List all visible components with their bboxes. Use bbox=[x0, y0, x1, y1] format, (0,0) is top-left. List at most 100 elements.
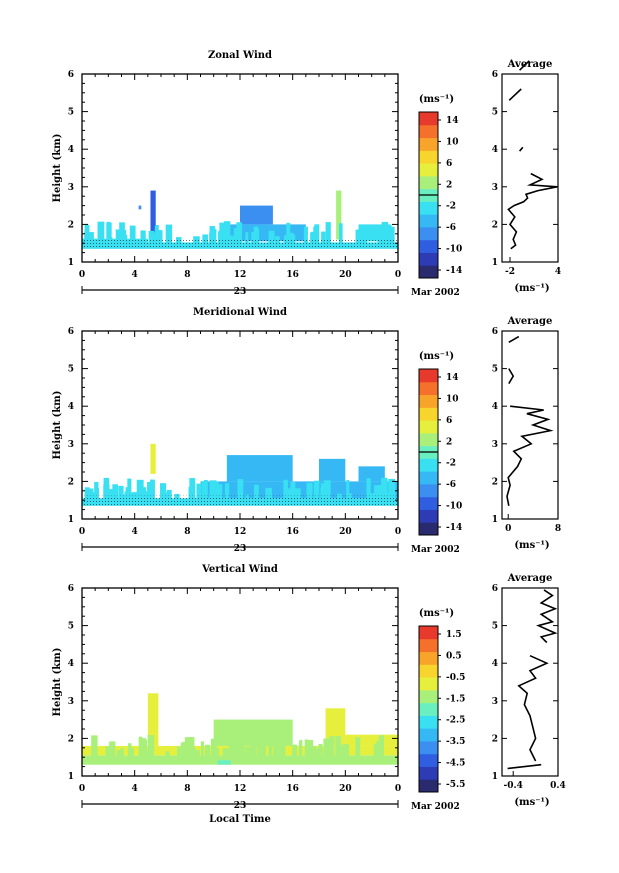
y-tick-label: 4 bbox=[492, 659, 498, 669]
colorbar-tick-label: 2 bbox=[446, 437, 452, 447]
colorbar-swatch bbox=[419, 407, 438, 421]
colorbar-tick-label: -6 bbox=[446, 480, 456, 490]
colorbar-tick-label: -5.5 bbox=[446, 780, 465, 790]
x-tick-label: 8 bbox=[184, 527, 190, 537]
heatmap-cell bbox=[109, 741, 116, 758]
y-tick-label: 2 bbox=[492, 734, 498, 744]
heatmap-cell bbox=[242, 751, 248, 758]
x-tick-label: -2 bbox=[505, 267, 515, 277]
heatmap-cell bbox=[388, 226, 393, 244]
heatmap-cell bbox=[373, 743, 378, 758]
heatmap-cell bbox=[150, 190, 156, 240]
heatmap-field bbox=[82, 190, 398, 249]
average-title: Average bbox=[507, 316, 553, 327]
colorbar-swatch bbox=[419, 740, 438, 755]
heatmap-cell bbox=[283, 479, 288, 501]
colorbar-unit: (ms⁻¹) bbox=[419, 351, 454, 362]
y-tick-label: 3 bbox=[68, 440, 74, 450]
colorbar-tick-label: 6 bbox=[446, 159, 452, 169]
colorbar-tick-label: 14 bbox=[446, 116, 459, 126]
heatmap-cell bbox=[120, 748, 124, 758]
y-tick-label: 5 bbox=[492, 108, 498, 118]
colorbar-swatch bbox=[419, 239, 438, 253]
date-day-label: 23 bbox=[234, 544, 247, 554]
heatmap-cell bbox=[204, 484, 208, 501]
colorbar-swatch bbox=[419, 175, 438, 190]
heatmap-cell bbox=[306, 482, 313, 501]
x-tick-label: 0 bbox=[79, 270, 85, 280]
x-tick-label: 20 bbox=[339, 784, 352, 794]
heatmap-cell bbox=[378, 228, 383, 244]
colorbar-swatch bbox=[419, 394, 438, 408]
colorbar-swatch bbox=[419, 163, 438, 177]
average-profile-line bbox=[508, 335, 520, 343]
heatmap-cell bbox=[127, 478, 132, 501]
colorbar-swatch bbox=[419, 252, 438, 266]
colorbar-swatch bbox=[419, 509, 438, 523]
colorbar: 1.5 0.5 -0.5 -1.5 -2.5 -3.5 -4.5 -5.5 bbox=[418, 625, 465, 793]
heatmap-cell bbox=[136, 479, 144, 501]
y-tick-label: 3 bbox=[68, 697, 74, 707]
heatmap-cell bbox=[103, 477, 110, 501]
heatmap-cell bbox=[303, 226, 308, 244]
heatmap-cell bbox=[226, 455, 293, 482]
colorbar-swatch bbox=[419, 677, 438, 691]
colorbar: 14 10 6 2 -2 -6 -10 -14 bbox=[418, 368, 462, 536]
heatmap-cell bbox=[91, 735, 98, 758]
heatmap-cell bbox=[118, 485, 124, 501]
heatmap-cell bbox=[238, 735, 245, 758]
heatmap-cell bbox=[112, 484, 119, 501]
y-tick-label: 5 bbox=[492, 365, 498, 375]
average-profile-line bbox=[507, 763, 542, 770]
heatmap-cell bbox=[184, 737, 192, 758]
heatmap-cell bbox=[286, 222, 291, 244]
y-tick-label: 3 bbox=[492, 183, 498, 193]
heatmap-cell bbox=[362, 228, 368, 244]
x-tick-label: 4 bbox=[132, 784, 138, 794]
x-axis-label: Local Time bbox=[209, 814, 271, 825]
heatmap-cell bbox=[229, 744, 233, 758]
colorbar-tick-label: -10 bbox=[446, 502, 462, 512]
colorbar-tick-label: -2 bbox=[446, 459, 456, 469]
heatmap-cell bbox=[177, 746, 181, 758]
heatmap-cell bbox=[147, 482, 153, 501]
colorbar-swatch bbox=[419, 702, 438, 716]
y-tick-label: 1 bbox=[492, 258, 498, 268]
y-tick-label: 4 bbox=[492, 402, 498, 412]
heatmap-cell bbox=[378, 735, 384, 758]
heatmap-cell bbox=[245, 746, 252, 758]
heatmap-cell bbox=[273, 741, 279, 758]
heatmap-cell bbox=[324, 485, 329, 501]
average-profile: Average 1 2 3 4 5 6 -2 4 (ms⁻¹) bbox=[492, 59, 561, 294]
x-tick-label: -0.4 bbox=[503, 781, 522, 791]
colorbar-swatch bbox=[419, 137, 438, 151]
heatmap-cell bbox=[359, 233, 363, 244]
x-tick-label: 16 bbox=[286, 527, 299, 537]
heatmap-cell bbox=[236, 222, 243, 244]
average-profile-line bbox=[519, 60, 530, 71]
colorbar-tick-label: -3.5 bbox=[446, 737, 465, 747]
heatmap-cell bbox=[217, 760, 231, 765]
x-tick-label: 4 bbox=[132, 270, 138, 280]
y-axis-label: Height (km) bbox=[52, 391, 63, 460]
average-profile-line bbox=[508, 88, 522, 101]
colorbar-tick-label: -10 bbox=[446, 245, 462, 255]
y-tick-label: 1 bbox=[68, 258, 74, 268]
y-tick-label: 6 bbox=[68, 327, 74, 337]
x-tick-label: 4 bbox=[555, 267, 561, 277]
colorbar-swatch bbox=[419, 664, 438, 678]
heatmap-cell bbox=[355, 229, 360, 244]
heatmap-cell bbox=[209, 480, 217, 501]
heatmap-cell bbox=[268, 745, 273, 758]
x-tick-label: 16 bbox=[286, 784, 299, 794]
x-tick-label: 0 bbox=[395, 784, 401, 794]
average-title: Average bbox=[507, 573, 553, 584]
y-tick-label: 3 bbox=[68, 183, 74, 193]
contour-texture bbox=[82, 495, 398, 506]
average-frame bbox=[501, 73, 559, 263]
heatmap-cell bbox=[205, 744, 211, 758]
heatmap-cell bbox=[150, 443, 156, 474]
heatmap-cell bbox=[307, 740, 314, 758]
heatmap-cell bbox=[321, 231, 326, 244]
